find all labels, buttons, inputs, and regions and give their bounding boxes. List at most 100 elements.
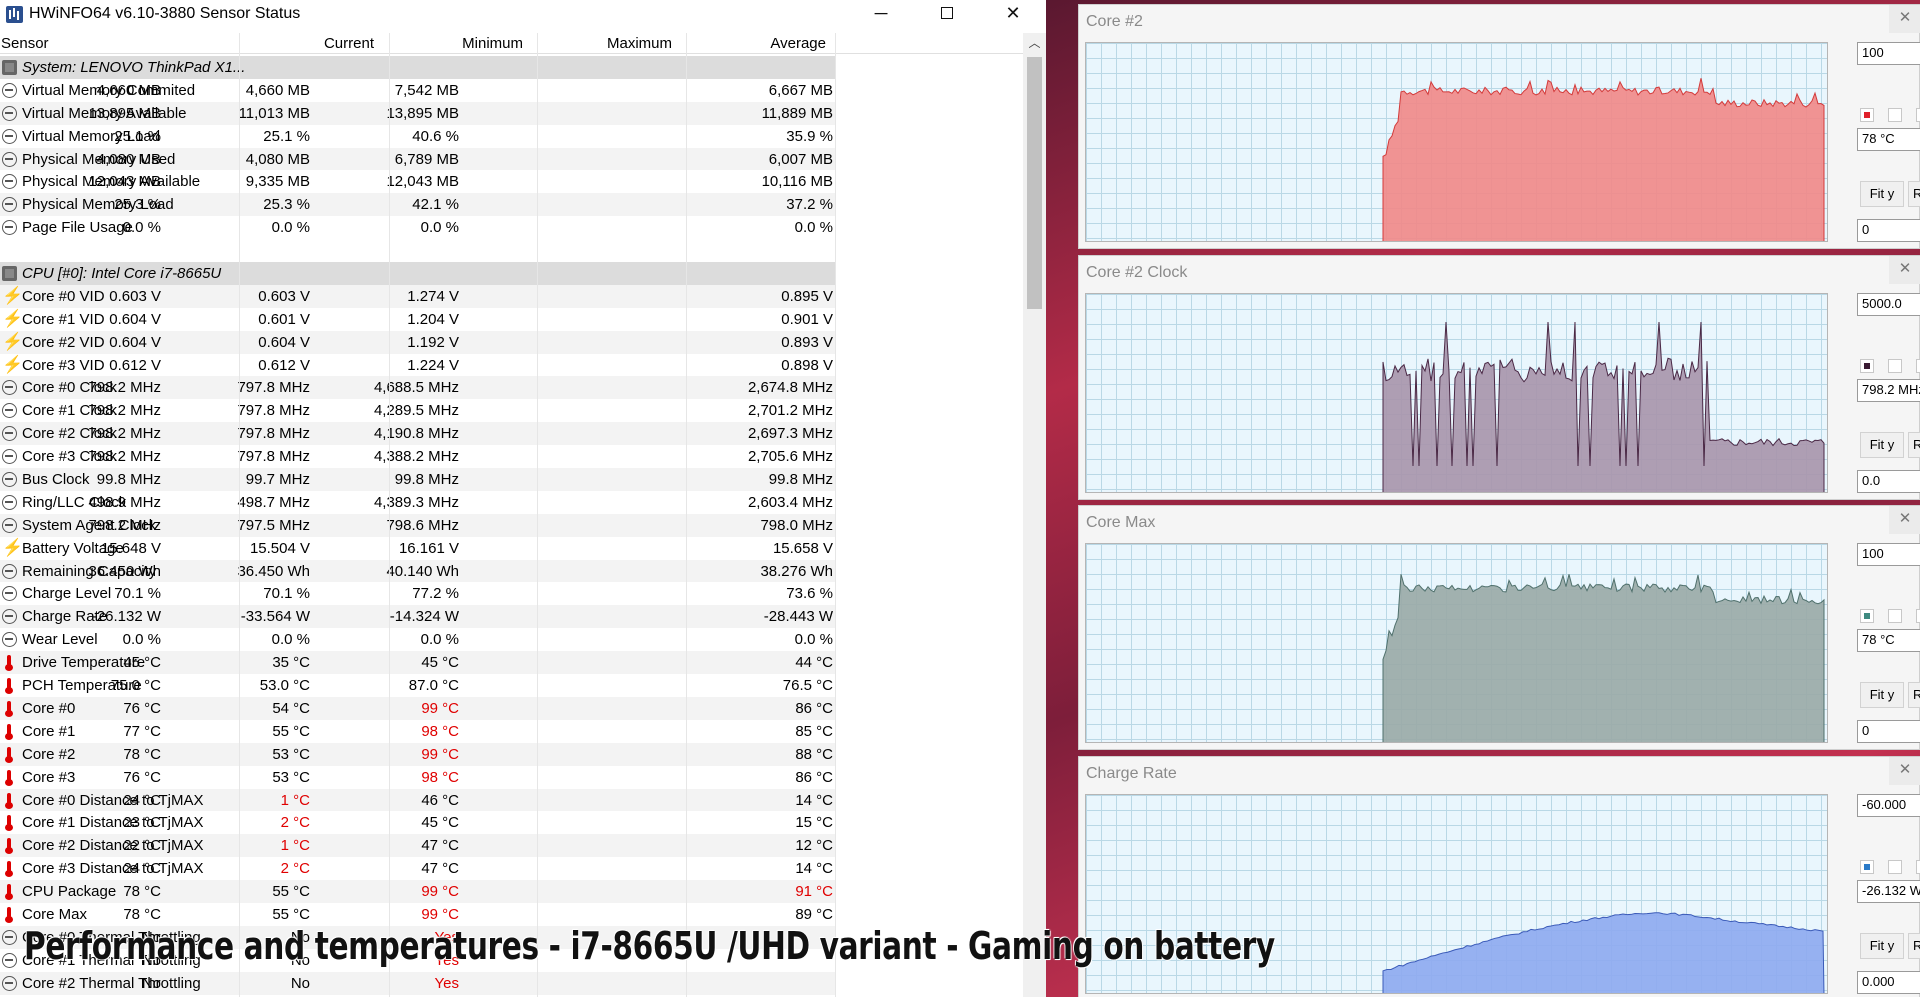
graph-color-swatch[interactable] (1860, 609, 1874, 623)
reset-button[interactable]: Reset (1908, 432, 1920, 458)
scrollbar-thumb[interactable] (1027, 57, 1042, 309)
sensor-row[interactable]: Charge Level 70.1 % 70.1 % 77.2 % 73.6 % (0, 582, 835, 605)
sensor-row[interactable]: System Agent Clock 798.2 MHz 797.5 MHz 798.… (0, 513, 835, 537)
graph-color-swatch[interactable] (1860, 860, 1874, 874)
maximize-button[interactable] (924, 0, 970, 29)
graph-close-icon[interactable]: ✕ (1889, 506, 1920, 534)
sensor-row[interactable]: Core #3 Distance to TjMAX 24 °C 2 °C 47 °C 1… (0, 857, 835, 880)
graph-current-value: 78 °C (1857, 128, 1920, 151)
scroll-up-arrow-icon[interactable]: ︿ (1028, 36, 1041, 50)
graph-max-field[interactable]: 100 (1857, 42, 1920, 65)
sensor-row[interactable]: Virtual Memory Available 13,895 MB 11,013 … (0, 101, 835, 125)
sensor-row[interactable]: Core #1 Clock 798.2 MHz 797.8 MHz 4,289.5 M… (0, 399, 835, 422)
sensor-row[interactable]: Core Max 78 °C 55 °C 99 °C 89 °C (0, 903, 835, 926)
reset-button[interactable]: Reset (1908, 933, 1920, 959)
minimize-button[interactable]: ─ (874, 3, 888, 23)
sensor-row[interactable]: Drive Temperature 45 °C 35 °C 45 °C 44 °C (0, 651, 835, 675)
average-value: 0.0 % (794, 631, 833, 649)
group-header-row[interactable]: CPU [#0]: Intel Core i7-8665U (0, 262, 835, 285)
sensor-row[interactable]: Core #3 Clock 798.2 MHz 797.8 MHz 4,388.2 M… (0, 445, 835, 468)
sensor-row[interactable]: Core #1 Distance to TjMAX 23 °C 2 °C 45 °C 1… (0, 811, 835, 834)
sensor-name: Core #2 Distance to TjMAX (22, 837, 204, 855)
sensor-row[interactable]: Core #0 Thermal Throttling No No Yes (0, 925, 835, 949)
sensor-row[interactable]: Core #2 Distance to TjMAX 22 °C 1 °C 47 °C 1… (0, 834, 835, 858)
sensor-row[interactable]: Wear Level 0.0 % 0.0 % 0.0 % 0.0 % (0, 628, 835, 651)
header-maximum[interactable]: Maximum (606, 35, 672, 52)
sensor-row[interactable]: Core #1 Thermal Throttling No No Yes (0, 949, 835, 972)
graph-close-icon[interactable]: ✕ (1889, 757, 1920, 785)
reset-button[interactable]: Reset (1908, 682, 1920, 708)
sensor-row[interactable]: Charge Rate -26.132 W -33.564 W -14.324 W -2… (0, 605, 835, 629)
vertical-scrollbar[interactable]: ︿ (1023, 33, 1046, 997)
sensor-row[interactable]: CPU Package 78 °C 55 °C 99 °C 91 °C (0, 880, 835, 903)
close-button[interactable]: ✕ (1005, 3, 1021, 23)
fit-y-button[interactable]: Fit y (1860, 682, 1904, 708)
graph-color-swatch-3[interactable] (1916, 108, 1920, 122)
graph-color-swatch-2[interactable] (1888, 359, 1902, 373)
header-current[interactable]: Current (323, 35, 374, 52)
fit-y-button[interactable]: Fit y (1860, 933, 1904, 959)
sensor-name: Battery Voltage (22, 539, 124, 557)
sensor-row[interactable]: Physical Memory Available 12,043 MB 9,335 … (0, 170, 835, 193)
header-average[interactable]: Average (770, 35, 826, 52)
graph-color-swatch-3[interactable] (1916, 359, 1920, 373)
fit-y-button[interactable]: Fit y (1860, 181, 1904, 207)
minimum-value: 797.8 MHz (237, 402, 310, 420)
header-sensor[interactable]: Sensor (1, 35, 49, 52)
sensor-row[interactable]: Core #2 Clock 798.2 MHz 797.8 MHz 4,190.8 M… (0, 422, 835, 446)
sensor-row[interactable]: Virtual Memory Load 25.1 % 25.1 % 40.6 % 35.… (0, 125, 835, 148)
fit-y-button[interactable]: Fit y (1860, 432, 1904, 458)
maximum-value: 4,190.8 MHz (373, 425, 459, 443)
graph-color-swatch[interactable] (1860, 359, 1874, 373)
sensor-row[interactable]: Core #2 78 °C 53 °C 99 °C 88 °C (0, 742, 835, 766)
graph-min-field[interactable]: 0.000 (1857, 971, 1920, 994)
sensor-row[interactable]: PCH Temperature 75.0 °C 53.0 °C 87.0 °C 76.5… (0, 674, 835, 697)
graph-min-field[interactable]: 0 (1857, 720, 1920, 743)
sensor-row[interactable]: Core #0 Clock 798.2 MHz 797.8 MHz 4,688.5 M… (0, 376, 835, 400)
sensor-row[interactable]: Virtual Memory Commited 4,660 MB 4,660 MB 7… (0, 79, 835, 102)
sensor-name: Core #0 Clock (22, 379, 118, 397)
graph-close-icon[interactable]: ✕ (1889, 256, 1920, 284)
reset-button[interactable]: Reset (1908, 181, 1920, 207)
sensor-row[interactable]: Core #0 76 °C 54 °C 99 °C 86 °C (0, 696, 835, 720)
group-header-row[interactable]: System: LENOVO ThinkPad X1... (0, 56, 835, 79)
graph-current-value: -26.132 W (1857, 880, 1920, 903)
header-minimum[interactable]: Minimum (462, 35, 523, 52)
title-bar[interactable]: HWiNFO64 v6.10-3880 Sensor Status ─ ✕ (0, 0, 1046, 29)
graph-max-field[interactable]: 100 (1857, 543, 1920, 566)
graph-color-swatch[interactable] (1860, 108, 1874, 122)
average-value: 76.5 °C (782, 677, 833, 695)
sensor-row[interactable]: Core #1 77 °C 55 °C 98 °C 85 °C (0, 720, 835, 743)
sensor-row[interactable]: Bus Clock 99.8 MHz 99.7 MHz 99.8 MHz 99.8 MH… (0, 468, 835, 491)
sensor-row[interactable]: Core #2 Thermal Throttling No No Yes (0, 971, 835, 995)
graph-close-icon[interactable]: ✕ (1889, 5, 1920, 33)
sensor-row[interactable]: Physical Memory Used 4,080 MB 4,080 MB 6,78… (0, 147, 835, 171)
sensor-name: Core #1 Distance to TjMAX (22, 814, 204, 832)
average-value: 2,701.2 MHz (747, 402, 833, 420)
sensor-row[interactable]: Remaining Capacity 36.450 Wh 36.450 Wh 40.1… (0, 559, 835, 583)
sensor-row[interactable]: Ring/LLC Clock 498.9 MHz 498.7 MHz 4,389.3 … (0, 491, 835, 514)
graph-color-swatch-3[interactable] (1916, 609, 1920, 623)
graph-min-field[interactable]: 0.0 (1857, 470, 1920, 493)
graph-color-swatch-2[interactable] (1888, 108, 1902, 122)
sensor-row[interactable]: Core #3 76 °C 53 °C 98 °C 86 °C (0, 766, 835, 789)
sensor-row[interactable]: Core #0 Distance to TjMAX 24 °C 1 °C 46 °C 1… (0, 788, 835, 812)
average-value: 0.898 V (781, 356, 833, 374)
graph-color-swatch-2[interactable] (1888, 609, 1902, 623)
graph-max-field[interactable]: 5000.0 (1857, 293, 1920, 316)
graph-max-field[interactable]: -60.000 (1857, 794, 1920, 817)
current-value: 70.1 % (114, 585, 161, 603)
minimum-value: No (290, 974, 310, 992)
average-value: 44 °C (795, 654, 833, 672)
graph-color-swatch-3[interactable] (1916, 860, 1920, 874)
current-value: 76 °C (123, 768, 161, 786)
graph-min-field[interactable]: 0 (1857, 219, 1920, 242)
sensor-row[interactable]: Page File Usage 0.0 % 0.0 % 0.0 % 0.0 % (0, 216, 835, 239)
graph-color-swatch-2[interactable] (1888, 860, 1902, 874)
sensor-row[interactable]: Physical Memory Load 25.3 % 25.3 % 42.1 % 37… (0, 193, 835, 217)
